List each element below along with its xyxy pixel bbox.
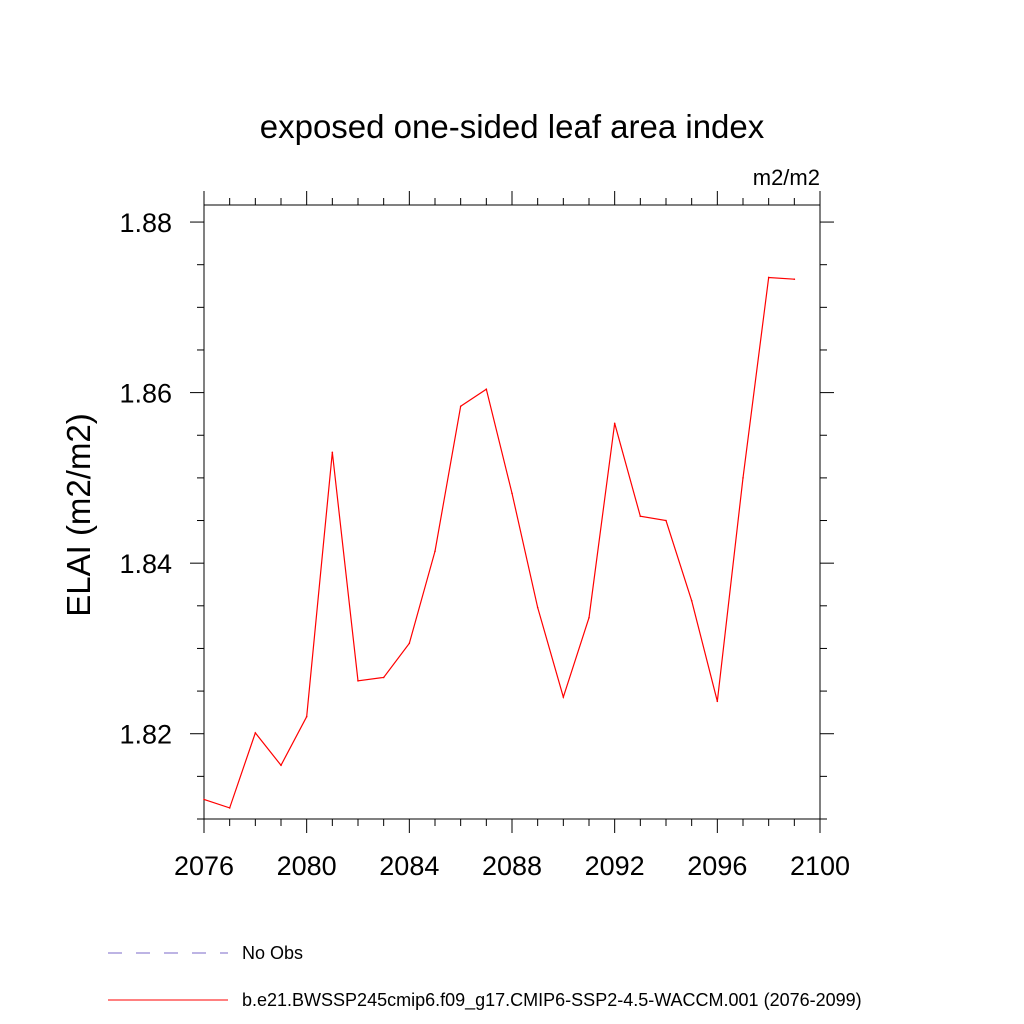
data-point — [716, 700, 719, 703]
data-point — [228, 807, 231, 809]
data-point — [357, 680, 359, 682]
y-tick-label: 1.84 — [119, 549, 172, 579]
data-point — [408, 642, 411, 645]
y-tick-label: 1.82 — [119, 720, 172, 750]
data-point — [434, 550, 436, 553]
data-point — [305, 715, 308, 718]
data-point — [382, 676, 385, 679]
axis-ticks: 2076 2080 2084 2088 2092 2096 2100 1.82 1.84 1.86… — [119, 191, 850, 881]
data-point — [562, 696, 565, 698]
data-point — [742, 477, 744, 479]
x-tick-label: 2096 — [687, 851, 747, 881]
legend-label: No Obs — [242, 943, 303, 963]
data-point — [536, 606, 539, 609]
y-tick-label: 1.88 — [119, 208, 172, 238]
data-point — [511, 492, 513, 495]
data-point — [280, 764, 282, 767]
legend-label: b.e21.BWSSP245cmip6.f09_g17.CMIP6-SSP2-4… — [242, 990, 862, 1011]
x-tick-label: 2076 — [174, 851, 234, 881]
data-point — [331, 451, 334, 454]
series-line — [203, 276, 795, 809]
data-point — [665, 519, 667, 522]
units-label: m2/m2 — [753, 165, 820, 190]
data-point — [690, 599, 693, 602]
x-tick-label: 2088 — [482, 851, 542, 881]
x-tick-label: 2100 — [790, 851, 850, 881]
x-tick-label: 2084 — [379, 851, 439, 881]
data-point — [254, 732, 257, 734]
data-point — [613, 422, 616, 425]
y-axis-label: ELAI (m2/m2) — [60, 413, 97, 617]
chart-title: exposed one-sided leaf area index — [260, 108, 765, 145]
data-point — [485, 388, 488, 391]
data-point — [793, 278, 796, 280]
plot-frame — [203, 204, 821, 820]
series-layer — [203, 276, 796, 809]
y-tick-label: 1.86 — [119, 379, 172, 409]
legend: No Obs b.e21.BWSSP245cmip6.f09_g17.CMIP6-… — [108, 943, 862, 1011]
data-point — [459, 405, 462, 408]
data-point — [767, 276, 770, 279]
x-tick-label: 2080 — [277, 851, 337, 881]
data-point — [639, 515, 642, 518]
x-tick-label: 2092 — [585, 851, 645, 881]
data-point — [203, 798, 205, 801]
data-point — [588, 616, 590, 619]
